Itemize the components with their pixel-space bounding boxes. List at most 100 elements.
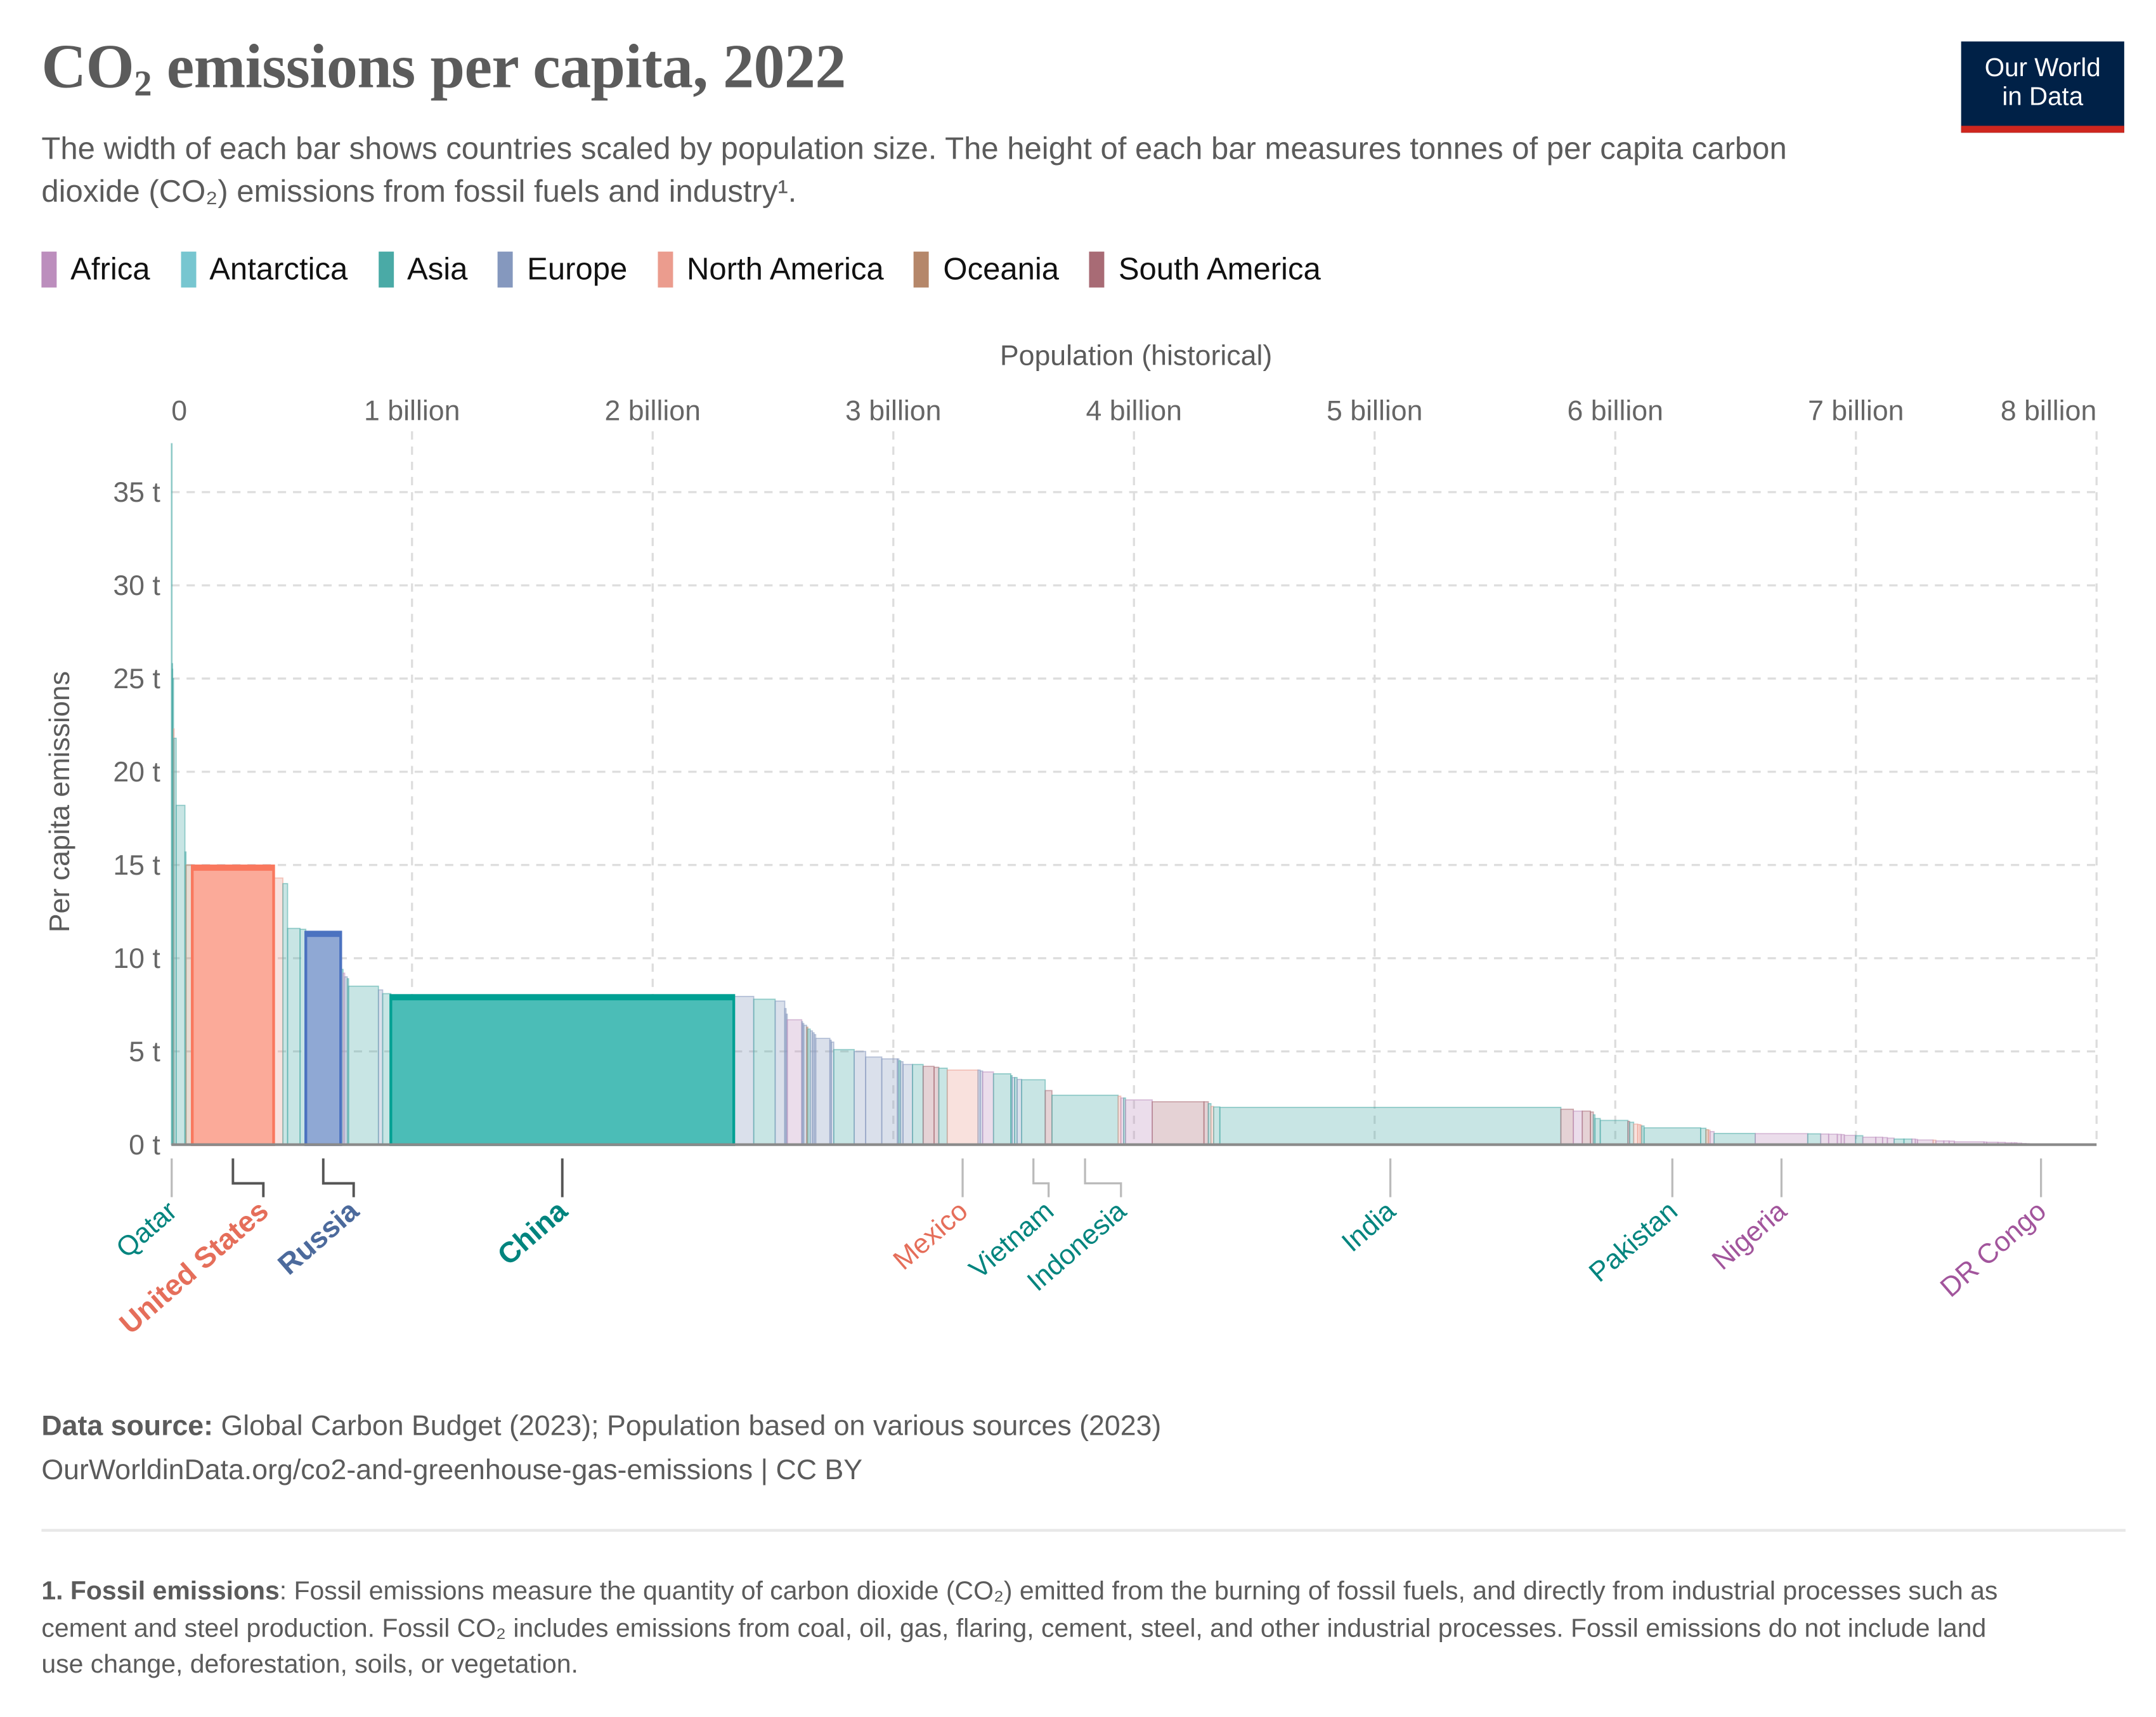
bar: [1021, 1079, 1046, 1146]
source-text: Global Carbon Budget (2023); Population …: [213, 1410, 1162, 1442]
y-tick-label: 10 t: [113, 943, 160, 974]
y-tick-label: 30 t: [113, 570, 160, 601]
legend-label: North America: [687, 251, 884, 287]
bar: [938, 1067, 948, 1146]
bar: [786, 1019, 803, 1146]
bar: [1836, 1133, 1842, 1146]
title-text-rest: emissions per capita, 2022: [151, 32, 847, 101]
y-tick-label: 5 t: [129, 1036, 160, 1067]
legend-label: Antarctica: [209, 251, 348, 287]
bar: [1633, 1123, 1639, 1146]
bar: [1051, 1094, 1119, 1146]
bar-highlighted: [304, 930, 342, 1146]
bar: [982, 1071, 994, 1146]
bar: [1044, 1090, 1053, 1146]
bar: [922, 1066, 935, 1146]
chart-title: CO2 emissions per capita, 2022: [41, 30, 847, 105]
bar: [1016, 1078, 1022, 1146]
bar: [753, 998, 776, 1146]
y-tick-label: 0 t: [129, 1130, 160, 1161]
bar: [1807, 1133, 1822, 1146]
bar: [175, 804, 186, 1146]
country-label: Russia: [271, 1194, 365, 1281]
legend-label: Africa: [70, 251, 150, 287]
bar: [865, 1056, 883, 1146]
y-tick-label: 20 t: [113, 757, 160, 788]
bar: [1599, 1120, 1629, 1146]
bar-highlighted: [389, 994, 736, 1146]
legend: Africa Antarctica Asia Europe North America O…: [41, 251, 1351, 288]
legend-item-africa[interactable]: Africa: [41, 251, 150, 288]
bar: [1152, 1101, 1205, 1146]
y-tick-label: 25 t: [113, 663, 160, 695]
country-label: Mexico: [888, 1196, 974, 1276]
bar: [1573, 1110, 1583, 1146]
x-tick-label: 2 billion: [605, 396, 701, 427]
bar: [733, 996, 755, 1146]
bar: [833, 1048, 855, 1146]
bar: [854, 1050, 867, 1146]
bar: [273, 877, 283, 1146]
legend-label: Europe: [527, 251, 628, 287]
footnote-label: 1. Fossil emissions: [41, 1576, 280, 1605]
logo-line-2: in Data: [2002, 81, 2084, 111]
country-label: United States: [114, 1194, 275, 1340]
label-leader-line: [1084, 1158, 1122, 1198]
bar: [1560, 1108, 1575, 1146]
legend-swatch: [41, 251, 57, 288]
bar: [1828, 1133, 1838, 1146]
country-label: Qatar: [110, 1196, 183, 1264]
bar: [1643, 1127, 1701, 1146]
bar: [933, 1066, 940, 1146]
bar: [946, 1069, 979, 1146]
legend-item-oceania[interactable]: Oceania: [914, 251, 1059, 288]
bar-highlighted: [191, 865, 275, 1146]
label-leader-line: [1032, 1158, 1050, 1198]
bars: [171, 443, 2060, 1146]
x-tick-label: 5 billion: [1327, 396, 1422, 427]
footer-source: Data source: Global Carbon Budget (2023)…: [41, 1404, 1161, 1492]
gridlines: [171, 431, 2098, 1145]
x-tick-label: 7 billion: [1808, 396, 1904, 427]
legend-swatch: [378, 251, 394, 288]
y-axis-title: Per capita emissions: [44, 671, 75, 932]
bar: [1713, 1133, 1756, 1146]
legend-swatch: [180, 251, 196, 288]
bar-highlighted-top: [391, 995, 734, 1001]
legend-swatch: [658, 251, 673, 288]
owid-logo[interactable]: Our World in Data: [1961, 41, 2124, 133]
x-axis-title: Population (historical): [1000, 340, 1272, 371]
x-tick-label: 8 billion: [2001, 396, 2096, 427]
bar: [1125, 1099, 1153, 1146]
legend-swatch: [914, 251, 930, 288]
footer-divider: [41, 1529, 2126, 1532]
x-tick-label: 1 billion: [364, 396, 460, 427]
footnote-text: : Fossil emissions measure the quantity …: [41, 1576, 1998, 1678]
x-tick-label: 6 billion: [1568, 396, 1663, 427]
legend-item-europe[interactable]: Europe: [498, 251, 628, 288]
country-label: China: [491, 1194, 574, 1271]
bar: [347, 985, 379, 1146]
bar: [902, 1064, 913, 1146]
legend-item-asia[interactable]: Asia: [378, 251, 468, 288]
y-tick-label: 35 t: [113, 477, 160, 508]
legend-item-south-america[interactable]: South America: [1089, 251, 1321, 288]
bar: [1594, 1118, 1601, 1146]
bar: [1820, 1133, 1829, 1146]
x-tick-label: 4 billion: [1086, 396, 1182, 427]
bar: [992, 1073, 1011, 1146]
y-tick-label: 15 t: [113, 850, 160, 881]
title-text: CO: [41, 32, 134, 101]
x-tick-label: 3 billion: [845, 396, 941, 427]
label-leader-line: [231, 1158, 265, 1198]
logo-line-1: Our World: [1984, 52, 2101, 82]
legend-label: Asia: [406, 251, 468, 287]
legend-item-antarctica[interactable]: Antarctica: [180, 251, 348, 288]
source-url[interactable]: OurWorldinData.org/co2-and-greenhouse-ga…: [41, 1454, 863, 1486]
bar: [1219, 1106, 1562, 1146]
bar: [1212, 1106, 1221, 1146]
legend-item-north-america[interactable]: North America: [658, 251, 884, 288]
